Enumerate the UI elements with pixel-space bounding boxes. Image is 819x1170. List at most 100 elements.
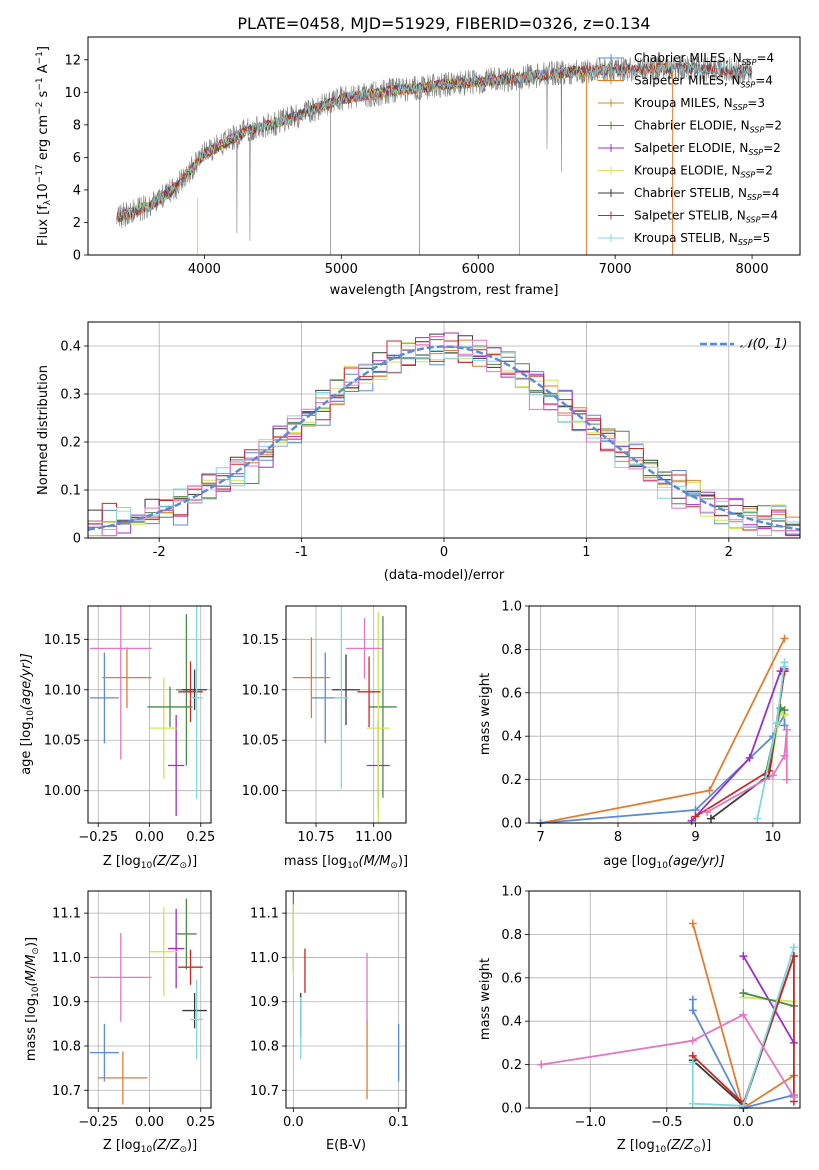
- x-tick-label: 2: [725, 545, 733, 560]
- model-spectrum-line: [116, 61, 752, 223]
- legend-label-main: Kroupa ELODIE, N: [634, 164, 741, 178]
- x-tick-label: −0.25: [78, 1115, 118, 1130]
- weight-vs-z-panel: −1.0 −0.5 0.0 0.0 0.2 0.4 0.6 0.8 1.0 Z [log10(Z…: [478, 885, 801, 1155]
- legend-label-main: Chabrier ELODIE, N: [634, 119, 750, 133]
- residuals-plot-area: [88, 332, 800, 537]
- xlabel-part: (Z/Z: [152, 1138, 180, 1153]
- y-tick-label: 11.0: [250, 951, 279, 966]
- ylabel-sub: 10: [31, 986, 41, 998]
- age-vs-mass-plot-area: [292, 607, 397, 823]
- plus-marker: [780, 751, 789, 760]
- xlabel-part: Z [log: [103, 1138, 141, 1153]
- legend-label-tail: =2: [763, 141, 781, 155]
- plus-marker: [706, 814, 715, 823]
- y-tick-label: 11.1: [250, 907, 279, 922]
- weight-vs-age-xlabel: age [log10(age/yr)]: [603, 854, 725, 871]
- y-tick-label: 0.4: [501, 730, 522, 745]
- plus-marker: [688, 1099, 697, 1108]
- y-tick-label: 10: [64, 86, 81, 101]
- y-tick-label: 0.0: [501, 1102, 522, 1117]
- weight-vs-age-ylabel: mass weight: [478, 673, 493, 755]
- legend-label-tail: =4: [755, 74, 773, 88]
- plus-marker: [703, 808, 712, 817]
- mass-vs-z-grid: [88, 891, 211, 1108]
- x-tick-label: -2: [153, 545, 166, 560]
- ylabel-part: 10: [36, 183, 51, 200]
- weight-vs-z-frame: [528, 890, 801, 1109]
- xlabel-sub: 10: [141, 861, 153, 871]
- x-tick-label: 8000: [736, 262, 769, 277]
- y-tick-label: 4: [73, 183, 81, 198]
- legend-label-main: Chabrier STELIB, N: [634, 186, 747, 200]
- spectrum-ylabel: Flux [fλ10−17 erg cm−2 s−1 A−1]: [35, 46, 53, 246]
- x-tick-label: 0.25: [186, 830, 215, 845]
- xlabel-sub: 10: [141, 1145, 153, 1155]
- legend-label-sub: SSP: [741, 81, 756, 90]
- mass-vs-z-ylabel: mass [log10(M/M⊙)]: [24, 937, 41, 1061]
- y-tick-label: 0.2: [501, 1058, 522, 1073]
- y-tick-label: 11.0: [52, 951, 81, 966]
- legend-label-sub: SSP: [733, 103, 748, 112]
- weight-vs-age-frame: [528, 605, 801, 824]
- y-tick-label: 10.8: [52, 1040, 81, 1055]
- legend-label-tail: =2: [764, 119, 782, 133]
- y-tick-label: 0.6: [501, 686, 522, 701]
- legend-label: Chabrier ELODIE, NSSP=2: [634, 119, 782, 135]
- weight-vs-z-xlabel: Z [log10(Z/Z⊙)]: [617, 1138, 711, 1155]
- residuals-xlabel: (data-model)/error: [384, 568, 505, 583]
- plus-marker: [780, 706, 789, 715]
- spectrum-panel: PLATE=0458, MJD=51929, FIBERID=0326, z=0…: [35, 14, 801, 298]
- legend-label: Chabrier STELIB, NSSP=4: [634, 186, 779, 202]
- mass-weight-line: [690, 668, 785, 822]
- x-tick-label: 5000: [325, 262, 358, 277]
- spectrum-ticks: 4000 5000 6000 7000 8000 0 2 4 6 8 10 12: [64, 53, 768, 277]
- spectrum-title: PLATE=0458, MJD=51929, FIBERID=0326, z=0…: [237, 14, 650, 33]
- residuals-ylabel: Normed distribution: [36, 365, 51, 495]
- xlabel-part: )]: [701, 1138, 711, 1153]
- y-tick-label: 2: [73, 216, 81, 231]
- legend-label-tail: =2: [755, 164, 773, 178]
- y-tick-label: 1.0: [501, 885, 522, 900]
- x-tick-label: 9: [691, 830, 699, 845]
- x-tick-label: 6000: [462, 262, 495, 277]
- mass-weight-line: [743, 992, 795, 1007]
- age-vs-mass-xlabel: mass [log10(M/M⊙)]: [284, 854, 408, 871]
- mass-vs-ebv-xlabel: E(B-V): [326, 1138, 366, 1153]
- age-vs-z-ticks: −0.25 0.00 0.25 10.00 10.05 10.10 10.15: [44, 633, 215, 845]
- y-tick-label: 1.0: [501, 600, 522, 615]
- y-tick-label: 8: [73, 118, 81, 133]
- mass-vs-z-ticks: −0.25 0.00 0.25 10.7 10.8 10.9 11.0 11.1: [52, 907, 215, 1130]
- legend-label-main: Chabrier MILES, N: [634, 51, 742, 65]
- y-tick-label: 0.4: [501, 1015, 522, 1030]
- x-tick-label: −0.5: [651, 1115, 683, 1130]
- legend-label-main: Salpeter STELIB, N: [634, 209, 746, 223]
- x-tick-label: 11.00: [355, 830, 392, 845]
- age-vs-mass-panel: 10.75 11.00 10.00 10.05 10.10 10.15 mass [log…: [242, 605, 408, 871]
- y-tick-label: 0.6: [501, 971, 522, 986]
- plus-marker: [688, 1058, 697, 1067]
- y-tick-label: 11.1: [52, 907, 81, 922]
- ylabel-part: s: [36, 90, 51, 101]
- legend-label-tail: =4: [762, 186, 780, 200]
- x-tick-label: 0.1: [388, 1115, 409, 1130]
- mass-weight-line: [692, 955, 795, 1106]
- weight-vs-z-ticks: −1.0 −0.5 0.0 0.0 0.2 0.4 0.6 0.8 1.0: [501, 885, 753, 1131]
- xlabel-part: age [log: [603, 854, 656, 869]
- ylabel-part: (M/M: [24, 955, 39, 987]
- y-tick-label: 10.05: [242, 734, 279, 749]
- x-tick-label: −1.0: [574, 1115, 606, 1130]
- y-tick-label: 0: [73, 532, 81, 547]
- x-tick-label: 0.25: [186, 1115, 215, 1130]
- legend-label-sub: SSP: [746, 216, 761, 225]
- xlabel-part: Z [log: [617, 1138, 655, 1153]
- y-tick-label: 0.4: [60, 340, 81, 355]
- age-vs-mass-frame: [285, 605, 407, 824]
- normal-legend-label: 𝒩(0, 1): [740, 337, 787, 352]
- y-tick-label: 6: [73, 151, 81, 166]
- x-tick-label: 8: [614, 830, 622, 845]
- x-tick-label: 7000: [599, 262, 632, 277]
- ylabel-sup: −2: [35, 102, 45, 115]
- y-tick-label: 10.00: [44, 784, 81, 799]
